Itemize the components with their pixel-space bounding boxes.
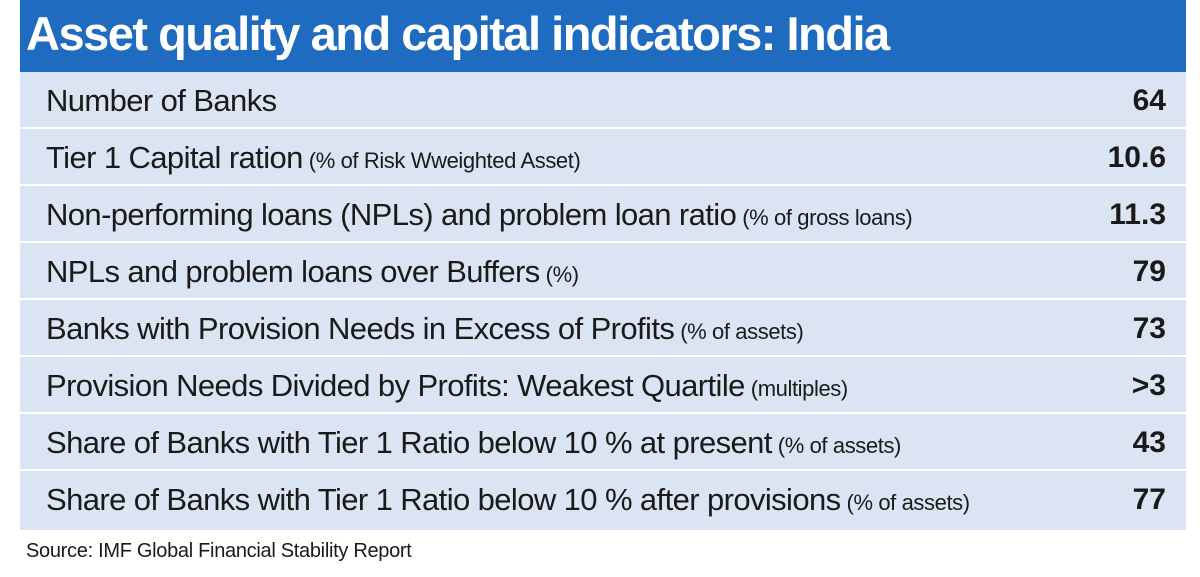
row-value: >3	[1131, 369, 1166, 402]
table-row: Provision Needs Divided by Profits: Weak…	[20, 357, 1186, 414]
row-label-text: Share of Banks with Tier 1 Ratio below 1…	[46, 482, 841, 517]
table-row: Tier 1 Capital ration (% of Risk Wweighte…	[20, 129, 1186, 186]
row-label-text: Share of Banks with Tier 1 Ratio below 1…	[46, 425, 772, 460]
table-row: Banks with Provision Needs in Excess of …	[20, 300, 1186, 357]
row-value: 73	[1132, 312, 1166, 345]
row-label: Number of Banks	[46, 82, 283, 126]
row-value: 11.3	[1109, 198, 1166, 231]
title-bar: Asset quality and capital indicators: In…	[20, 0, 1186, 72]
row-label: Share of Banks with Tier 1 Ratio below 1…	[46, 424, 901, 468]
source-note: Source: IMF Global Financial Stability R…	[26, 540, 412, 562]
table-row: Number of Banks 64	[20, 72, 1186, 129]
row-value: 64	[1132, 84, 1166, 117]
row-label: Tier 1 Capital ration (% of Risk Wweighte…	[46, 139, 581, 183]
row-value: 79	[1132, 255, 1166, 288]
row-value: 77	[1132, 483, 1166, 516]
table-row: Share of Banks with Tier 1 Ratio below 1…	[20, 471, 1186, 528]
table-row: Share of Banks with Tier 1 Ratio below 1…	[20, 414, 1186, 471]
table-row: Non-performing loans (NPLs) and problem …	[20, 186, 1186, 243]
row-label-note: (% of Risk Wweighted Asset)	[308, 148, 581, 173]
row-label: NPLs and problem loans over Buffers (%)	[46, 253, 579, 297]
row-label-text: NPLs and problem loans over Buffers	[46, 254, 540, 289]
row-label-note: (% of assets)	[777, 433, 902, 458]
row-label: Banks with Provision Needs in Excess of …	[46, 310, 804, 354]
row-label-note: (% of gross loans)	[742, 205, 913, 230]
row-value: 43	[1132, 426, 1166, 459]
row-label-text: Banks with Provision Needs in Excess of …	[46, 311, 675, 346]
row-label: Provision Needs Divided by Profits: Weak…	[46, 367, 848, 411]
row-label-note: (% of assets)	[846, 490, 971, 515]
row-label: Share of Banks with Tier 1 Ratio below 1…	[46, 481, 970, 525]
row-label-note: (multiples)	[750, 376, 848, 401]
row-label: Non-performing loans (NPLs) and problem …	[46, 196, 913, 240]
table-body: Number of Banks 64 Tier 1 Capital ration…	[20, 72, 1186, 528]
row-label-text: Non-performing loans (NPLs) and problem …	[46, 197, 737, 232]
indicator-table: Asset quality and capital indicators: In…	[20, 0, 1186, 530]
table-row: NPLs and problem loans over Buffers (%) 7…	[20, 243, 1186, 300]
table-title: Asset quality and capital indicators: In…	[26, 7, 890, 60]
row-label-note: (%)	[545, 262, 579, 287]
row-label-text: Tier 1 Capital ration	[46, 140, 303, 175]
row-value: 10.6	[1107, 141, 1166, 174]
row-label-text: Provision Needs Divided by Profits: Weak…	[46, 368, 745, 403]
row-label-note: (% of assets)	[680, 319, 804, 344]
row-label-text: Number of Banks	[46, 83, 277, 118]
